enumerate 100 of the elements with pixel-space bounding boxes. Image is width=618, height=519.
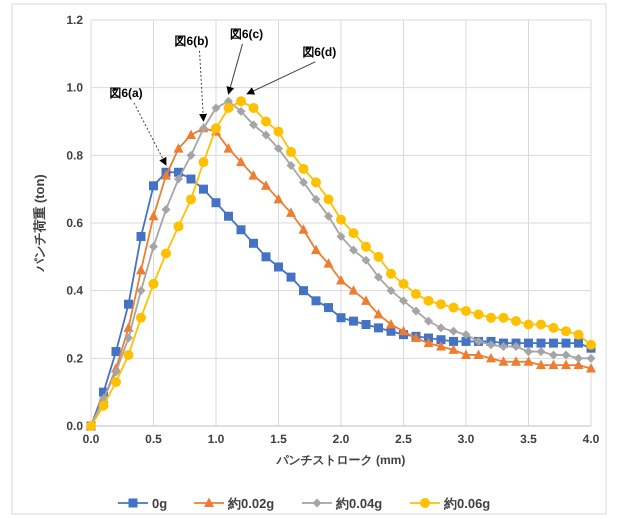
point	[124, 334, 133, 343]
point	[474, 309, 484, 320]
point	[324, 303, 333, 312]
point	[249, 120, 258, 130]
point	[236, 225, 246, 234]
point	[524, 347, 533, 356]
point	[586, 340, 596, 350]
point	[198, 157, 208, 168]
point	[299, 178, 308, 187]
point	[524, 356, 534, 366]
point	[224, 143, 234, 153]
y-axis-title: パンチ荷重 (ton)	[32, 174, 47, 273]
annotation: 図6(d)	[302, 44, 336, 59]
point	[299, 286, 308, 296]
point	[161, 248, 171, 258]
point	[512, 342, 520, 351]
y-tick-label: 0.6	[66, 216, 84, 230]
point	[462, 336, 470, 346]
point	[574, 354, 583, 363]
point	[374, 308, 384, 318]
legend-label: 約0.06g	[443, 496, 490, 511]
point	[274, 144, 283, 154]
point	[586, 354, 596, 363]
point	[98, 400, 108, 411]
y-tick-label: 1.0	[66, 80, 84, 95]
point	[574, 338, 583, 348]
point	[461, 349, 471, 359]
point	[549, 338, 558, 348]
point	[336, 232, 346, 242]
point	[311, 177, 321, 188]
point	[424, 316, 433, 326]
point	[448, 302, 458, 313]
point	[511, 316, 521, 326]
point	[336, 214, 346, 225]
point	[374, 252, 384, 262]
legend-label: 約0.04g	[335, 496, 382, 511]
point	[448, 344, 458, 354]
annotation: 図6(b)	[174, 34, 208, 48]
x-tick-label: 3.0	[458, 432, 475, 446]
annotation: 図6(c)	[230, 26, 264, 41]
point	[348, 285, 358, 295]
point	[374, 323, 383, 332]
point	[524, 320, 534, 330]
y-tick-label: 1.2	[66, 13, 84, 27]
point	[436, 299, 446, 310]
point	[424, 296, 434, 306]
point	[349, 246, 358, 255]
point	[298, 224, 308, 234]
point	[561, 360, 571, 370]
x-tick-label: 2.5	[395, 432, 412, 446]
point	[324, 212, 333, 221]
point	[286, 146, 296, 157]
point	[224, 212, 233, 221]
point	[536, 360, 546, 370]
point	[586, 362, 596, 372]
point	[386, 319, 396, 328]
point	[449, 326, 458, 336]
point	[124, 350, 134, 360]
point	[536, 320, 546, 330]
point	[274, 194, 284, 204]
point	[498, 356, 508, 366]
point	[474, 349, 484, 359]
point	[548, 360, 558, 370]
point	[386, 286, 396, 296]
point	[386, 268, 396, 279]
point	[212, 103, 220, 112]
point	[336, 313, 346, 322]
point	[186, 150, 196, 160]
point	[224, 102, 234, 113]
point	[312, 296, 320, 306]
point	[236, 156, 246, 166]
legend-label: 約0.02g	[227, 496, 274, 511]
y-tick-label: 0.4	[66, 284, 84, 298]
point	[461, 306, 471, 316]
point	[562, 350, 570, 360]
point	[324, 194, 334, 204]
point	[174, 221, 184, 232]
point	[161, 170, 171, 180]
x-tick-label: 2.0	[332, 432, 350, 446]
point	[274, 262, 283, 272]
point	[211, 123, 221, 134]
point	[424, 338, 434, 348]
x-axis-title: パンチストローク (mm)	[276, 453, 406, 467]
x-tick-label: 0.5	[145, 432, 162, 446]
point	[174, 143, 184, 153]
point	[286, 207, 296, 217]
point	[549, 350, 558, 360]
point	[412, 306, 420, 316]
point	[124, 300, 133, 309]
point	[548, 322, 558, 333]
point	[436, 323, 446, 332]
y-tick-label: 0.0	[66, 419, 84, 433]
x-tick-label: 1.5	[270, 432, 288, 446]
point	[498, 312, 508, 323]
point	[286, 272, 296, 282]
point	[361, 242, 371, 252]
point	[149, 242, 158, 252]
point	[411, 289, 421, 300]
point	[399, 296, 408, 306]
point	[136, 312, 146, 323]
